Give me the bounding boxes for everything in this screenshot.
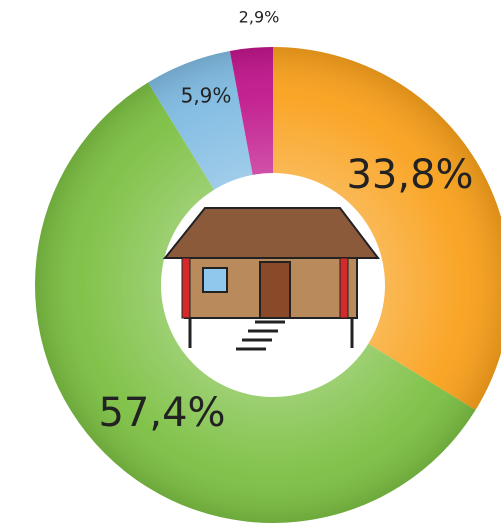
- house-icon: [162, 207, 381, 351]
- value-label: 33,8%: [346, 152, 473, 198]
- value-label: 5,9%: [181, 84, 232, 108]
- value-label: 57,4%: [98, 390, 225, 436]
- value-label: 2,9%: [239, 8, 280, 27]
